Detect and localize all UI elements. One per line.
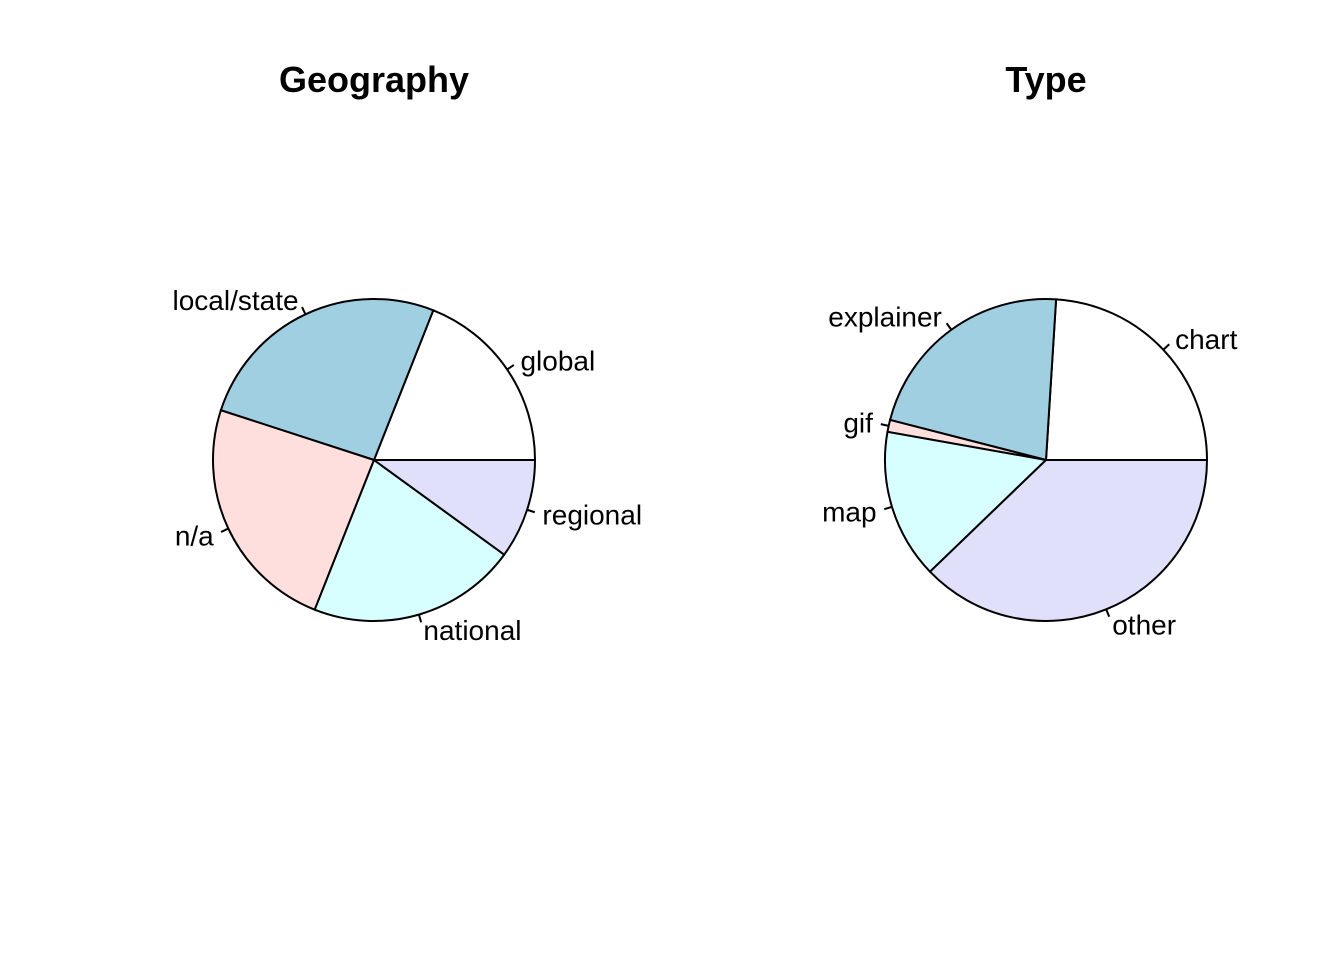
geography-tick-local-state xyxy=(301,306,307,315)
geography-labels: global local/state n/a national regional xyxy=(173,285,643,646)
geography-label-national: national xyxy=(423,615,521,646)
geography-tick-regional xyxy=(526,508,536,514)
type-label-explainer: explainer xyxy=(828,302,942,333)
type-label-gif: gif xyxy=(843,407,873,438)
geography-pie-chart: Geography global local/state n/a national re… xyxy=(173,59,643,646)
geography-chart-title: Geography xyxy=(279,59,469,100)
type-label-chart: chart xyxy=(1175,324,1237,355)
geography-slice-global xyxy=(372,309,537,461)
geography-label-regional: regional xyxy=(542,500,642,531)
geography-slices xyxy=(212,298,537,622)
geography-tick-n-a xyxy=(220,527,229,533)
geography-slice-local-state xyxy=(219,298,435,462)
type-tick-other xyxy=(1105,608,1111,618)
geography-label-local-state: local/state xyxy=(173,285,299,316)
geography-slice-national xyxy=(313,458,506,622)
type-slice-other xyxy=(928,459,1209,622)
type-tick-gif xyxy=(880,423,889,427)
type-slice-map xyxy=(884,430,1049,574)
type-slices xyxy=(884,298,1209,622)
type-tick-map xyxy=(883,505,893,511)
type-label-other: other xyxy=(1112,609,1176,640)
geography-slice-regional xyxy=(370,459,537,557)
type-label-map: map xyxy=(822,497,876,528)
geography-label-n-a: n/a xyxy=(175,520,214,551)
type-labels: chart explainer gif map other xyxy=(822,302,1237,641)
geography-tick-national xyxy=(417,614,423,623)
type-chart-title: Type xyxy=(1005,59,1086,100)
type-tick-chart xyxy=(1162,343,1170,351)
geography-tick-global xyxy=(506,364,515,371)
type-tick-explainer xyxy=(945,322,953,331)
geography-label-global: global xyxy=(520,345,595,376)
type-pie-chart: Type chart explainer gif map other xyxy=(822,59,1237,640)
type-slice-chart xyxy=(1044,298,1209,461)
